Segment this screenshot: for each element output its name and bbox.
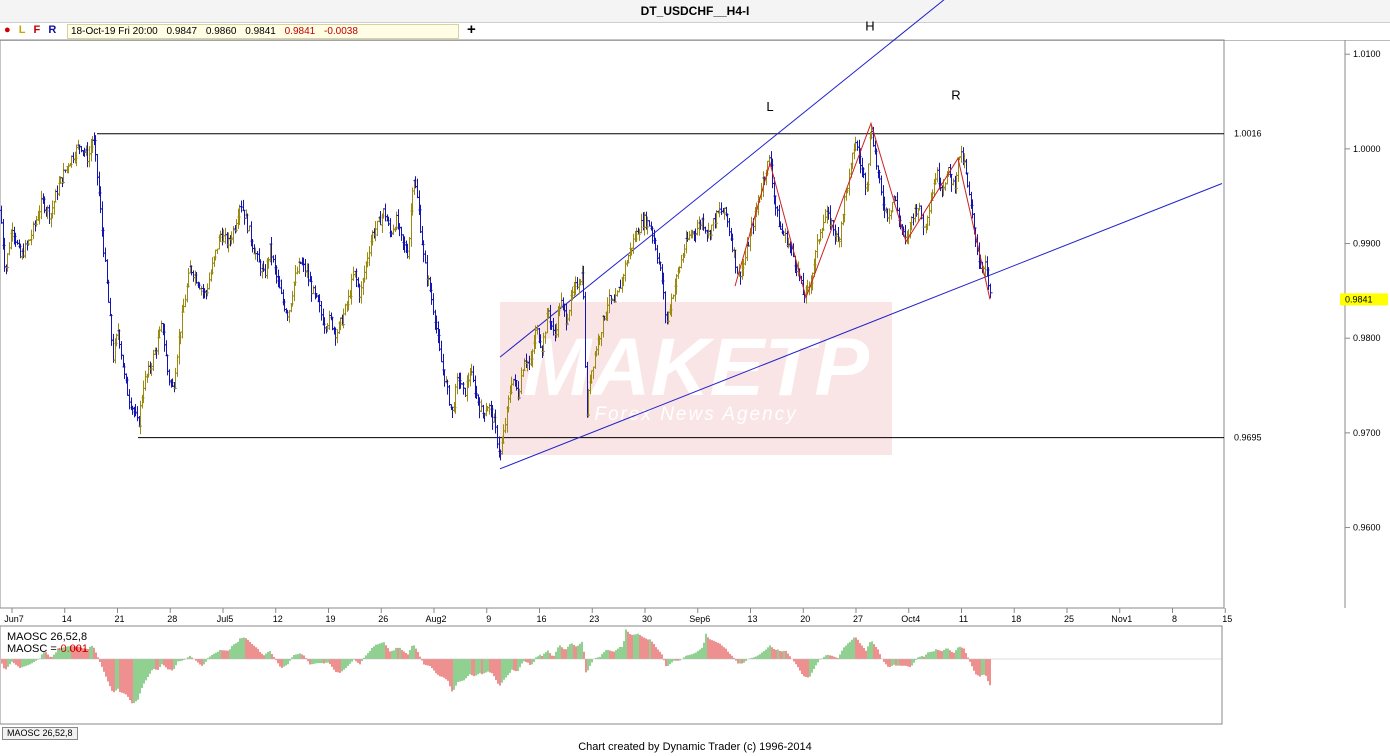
y-tick-label: 1.0100 xyxy=(1353,49,1381,59)
main-plot-frame xyxy=(0,39,1225,609)
x-axis: Jun7 14 21 28 Jul5 12 19 26 Aug2 9 16 23 30 Sep6 13 20 2… xyxy=(4,608,1232,624)
ohlc-low: 0.9841 xyxy=(245,26,276,37)
x-tick-label: 9 xyxy=(486,614,491,624)
toolbar-letters: ● L F R xyxy=(4,24,61,36)
y-tick-label: 0.9600 xyxy=(1353,523,1381,533)
y-tick-label: 0.9900 xyxy=(1353,239,1381,249)
pattern-label-l: L xyxy=(766,99,773,114)
resistance-label: 1.0016 xyxy=(1234,129,1262,139)
oscillator-histogram xyxy=(0,629,1222,704)
y-tick-label: 0.9800 xyxy=(1353,333,1381,343)
toolbar-button-l[interactable]: L xyxy=(18,24,26,36)
x-tick-label: Oct4 xyxy=(901,614,920,624)
watermark-box xyxy=(500,302,892,455)
status-dot-icon: ● xyxy=(4,24,11,36)
x-tick-label: 25 xyxy=(1064,614,1074,624)
y-tick-label: 1.0000 xyxy=(1353,144,1381,154)
x-tick-label: 8 xyxy=(1172,614,1177,624)
x-tick-label: Sep6 xyxy=(689,614,710,624)
ohlc-high: 0.9860 xyxy=(205,26,237,37)
x-tick-label: 12 xyxy=(273,614,283,624)
x-tick-label: 14 xyxy=(62,614,72,624)
levels-layer: 1.0016 0.9695 xyxy=(97,129,1262,443)
support-label: 0.9695 xyxy=(1234,433,1262,443)
add-symbol-button[interactable]: + xyxy=(467,21,476,38)
x-tick-label: 21 xyxy=(114,614,124,624)
channel-lower-line xyxy=(499,183,1223,470)
last-price-tag xyxy=(1340,293,1388,306)
x-tick-label: Nov1 xyxy=(1111,614,1132,624)
pattern-layer: L H R xyxy=(734,19,991,300)
x-tick-label: 13 xyxy=(747,614,757,624)
channel-upper-line xyxy=(499,0,945,358)
oscillator-value-label: MAOSC =-0.001 xyxy=(7,643,88,655)
pattern-label-r: R xyxy=(951,88,960,103)
toolbar-button-r[interactable]: R xyxy=(48,24,57,36)
x-tick-label: 16 xyxy=(536,614,546,624)
window-title: DT_USDCHF__H4-I xyxy=(0,0,1390,23)
x-tick-label: 23 xyxy=(589,614,599,624)
x-tick-label: 15 xyxy=(1222,614,1232,624)
toolbar-button-f[interactable]: F xyxy=(33,24,41,36)
x-tick-label: 11 xyxy=(959,614,968,624)
y-tick-label: 0.9700 xyxy=(1353,428,1381,438)
ohlc-close: 0.9841 xyxy=(284,26,316,37)
ohlc-change: -0.0038 xyxy=(324,26,358,37)
x-tick-label: 30 xyxy=(642,614,652,624)
watermark: MAKETP Forex News Agency xyxy=(500,302,892,455)
indicator-tab[interactable]: MAOSC 26,52,8 xyxy=(2,727,78,740)
last-price-label: 0.9841 xyxy=(1345,294,1373,304)
x-tick-label: Jun7 xyxy=(4,614,24,624)
x-tick-label: Jul5 xyxy=(217,614,234,624)
footer-credit: Chart created by Dynamic Trader (c) 1996… xyxy=(578,741,812,753)
price-chart[interactable]: MAKETP Forex News Agency 1.0016 0.9695 L H… xyxy=(0,0,1390,738)
watermark-brand: MAKETP xyxy=(523,322,870,413)
x-tick-label: 19 xyxy=(325,614,335,624)
channel-layer xyxy=(499,0,1223,470)
y-axis: 1.0100 1.0000 0.9900 0.9800 0.9700 0.9600 0.98… xyxy=(1340,49,1388,533)
x-tick-label: 27 xyxy=(853,614,863,624)
ohlc-date: 18-Oct-19 Fri 20:00 xyxy=(71,26,158,37)
oscillator-frame xyxy=(0,625,1223,725)
x-tick-label: Aug2 xyxy=(425,614,446,624)
oscillator-name: MAOSC 26,52,8 xyxy=(7,631,87,643)
ohlc-readout: 18-Oct-19 Fri 20:00 0.9847 0.9860 0.9841… xyxy=(67,24,459,39)
x-tick-label: 28 xyxy=(167,614,177,624)
x-tick-label: 26 xyxy=(378,614,388,624)
ohlc-open: 0.9847 xyxy=(166,26,198,37)
watermark-tagline: Forex News Agency xyxy=(594,404,797,425)
x-tick-label: 18 xyxy=(1011,614,1021,624)
price-bars xyxy=(0,125,993,461)
x-tick-label: 20 xyxy=(800,614,810,624)
pattern-label-h: H xyxy=(865,19,874,34)
head-shoulders-zigzag xyxy=(734,121,991,300)
